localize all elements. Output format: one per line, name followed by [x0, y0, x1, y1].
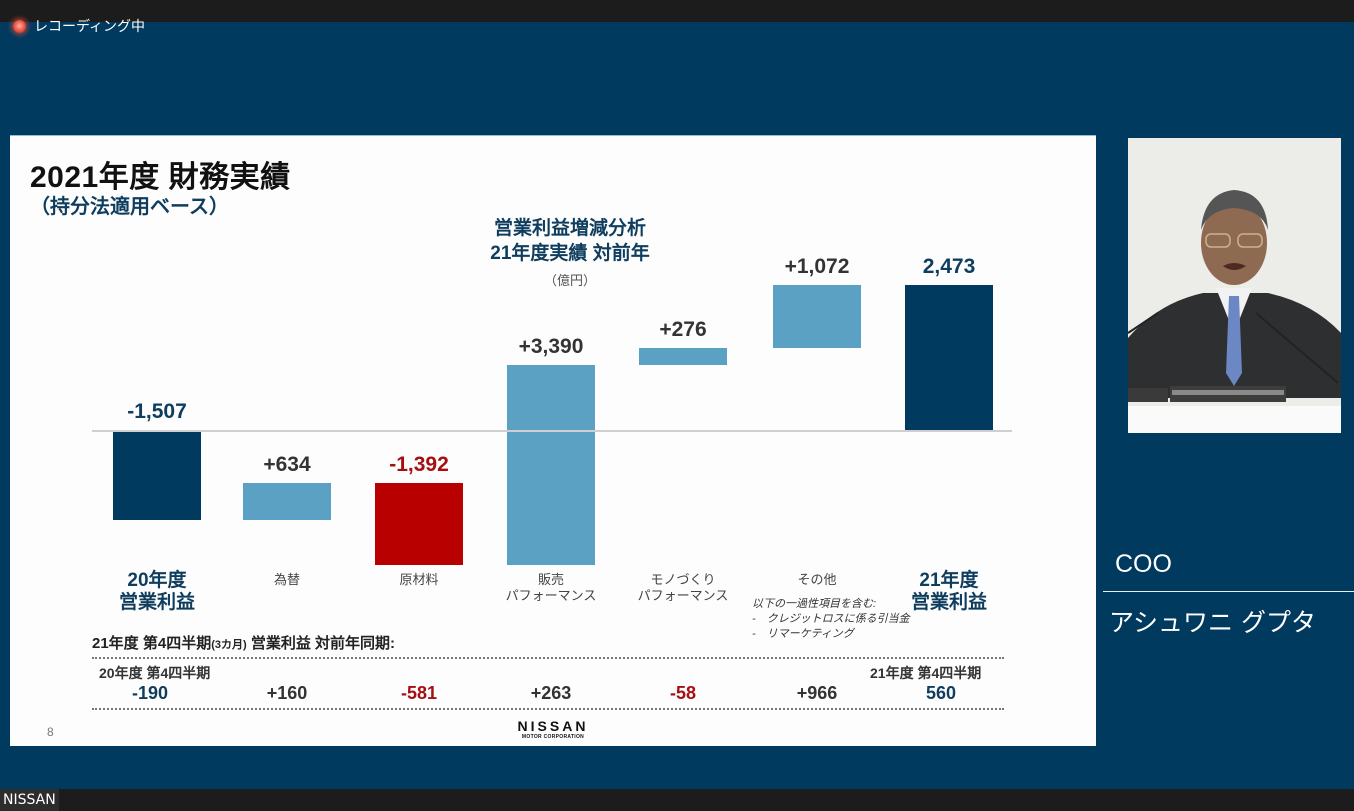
- q4-right-label: 21年度 第4四半期: [870, 665, 982, 681]
- chart-unit: （億円）: [543, 273, 596, 288]
- q4-value: 560: [925, 683, 957, 703]
- chart-baseline: [92, 430, 1012, 432]
- category-label-line: 20年度: [127, 570, 187, 591]
- recording-label: レコーディング中: [34, 19, 146, 35]
- chart-bar: [905, 284, 993, 431]
- q4-left-label: 20年度 第4四半期: [99, 665, 211, 681]
- logo-sub: MOTOR CORPORATION: [521, 734, 585, 740]
- recording-indicator: レコーディング中: [13, 16, 145, 36]
- category-label-line: 21年度: [919, 570, 979, 591]
- category-label-line: 為替: [273, 572, 300, 587]
- source-label: NISSAN: [0, 789, 59, 811]
- chart-bar: [639, 348, 727, 365]
- category-label: 20年度 営業利益: [82, 570, 232, 614]
- chart-bar: [375, 482, 463, 565]
- speaker-video: [1128, 138, 1341, 433]
- category-label: 販売 パフォーマンス: [476, 572, 626, 604]
- category-label-line: その他: [797, 572, 837, 587]
- category-label: 21年度 営業利益: [874, 570, 1024, 614]
- logo-main: NISSAN: [517, 718, 589, 734]
- page-number: 8: [47, 725, 54, 739]
- category-label: モノづくり パフォーマンス: [608, 572, 758, 604]
- category-label-line: 販売: [537, 572, 564, 587]
- recording-dot-icon: [13, 19, 26, 33]
- bar-value-label: 2,473: [922, 254, 976, 278]
- category-label-line: 営業利益: [910, 592, 987, 613]
- bar-value-label: +276: [659, 318, 707, 342]
- chart-bar: [243, 482, 331, 520]
- category-label: 原材料: [344, 572, 494, 588]
- q4-value: -58: [669, 683, 696, 703]
- q4-value: +160: [266, 683, 308, 703]
- top-bar: [0, 0, 1354, 22]
- speaker-title: COO: [1115, 550, 1172, 578]
- nissan-logo: NISSAN MOTOR CORPORATION: [510, 718, 596, 740]
- other-note: 以下の一過性項目を含む: - クレジットロスに係る引当金 - リマーケティング: [752, 597, 910, 642]
- q4-value: -581: [400, 683, 438, 703]
- chart-bar: [113, 431, 201, 520]
- category-label-line: 営業利益: [118, 592, 195, 613]
- speaker-image: [1128, 138, 1341, 433]
- category-label-line: モノづくり: [650, 572, 716, 587]
- dotted-divider: [92, 708, 1004, 710]
- q4-value: +966: [796, 683, 838, 703]
- note-line: 以下の一過性項目を含む:: [752, 598, 877, 610]
- bar-value-label: +3,390: [518, 334, 584, 358]
- chart-bar: [507, 364, 595, 565]
- q4-heading-main: 21年度 第4四半期: [92, 635, 212, 652]
- chart-bar: [773, 284, 861, 349]
- q4-heading-small: (3カ月): [211, 639, 247, 651]
- presentation-slide: 2021年度 財務実績 （持分法適用ベース） 営業利益増減分析 21年度実績 対…: [10, 135, 1096, 746]
- category-label: 為替: [212, 572, 362, 588]
- speaker-divider: [1103, 591, 1354, 592]
- category-label-line: 原材料: [399, 572, 439, 587]
- slide-title: 2021年度 財務実績: [30, 161, 291, 194]
- q4-value: +263: [530, 683, 572, 703]
- bar-value-label: +1,072: [784, 254, 850, 278]
- q4-heading-tail: 営業利益 対前年同期:: [246, 635, 395, 652]
- q4-heading: 21年度 第4四半期(3カ月) 営業利益 対前年同期:: [92, 632, 395, 653]
- bar-value-label: +634: [263, 452, 311, 476]
- note-line: - クレジットロスに係る引当金: [752, 613, 910, 625]
- q4-value: -190: [131, 683, 169, 703]
- bar-value-label: -1,507: [127, 400, 187, 423]
- category-label: その他: [742, 572, 892, 588]
- speaker-name: アシュワニ グプタ: [1109, 608, 1316, 637]
- chart-title-line2: 21年度実績 対前年: [490, 243, 650, 264]
- bottom-bar: NISSAN: [0, 789, 1354, 811]
- note-line: - リマーケティング: [752, 628, 854, 640]
- chart-title: 営業利益増減分析 21年度実績 対前年: [420, 216, 720, 266]
- slide-subtitle: （持分法適用ベース）: [30, 196, 229, 218]
- dotted-divider: [92, 657, 1004, 659]
- category-label-line: パフォーマンス: [505, 588, 597, 603]
- bar-value-label: -1,392: [389, 452, 449, 476]
- chart-title-line1: 営業利益増減分析: [493, 218, 646, 239]
- category-label-line: パフォーマンス: [637, 588, 729, 603]
